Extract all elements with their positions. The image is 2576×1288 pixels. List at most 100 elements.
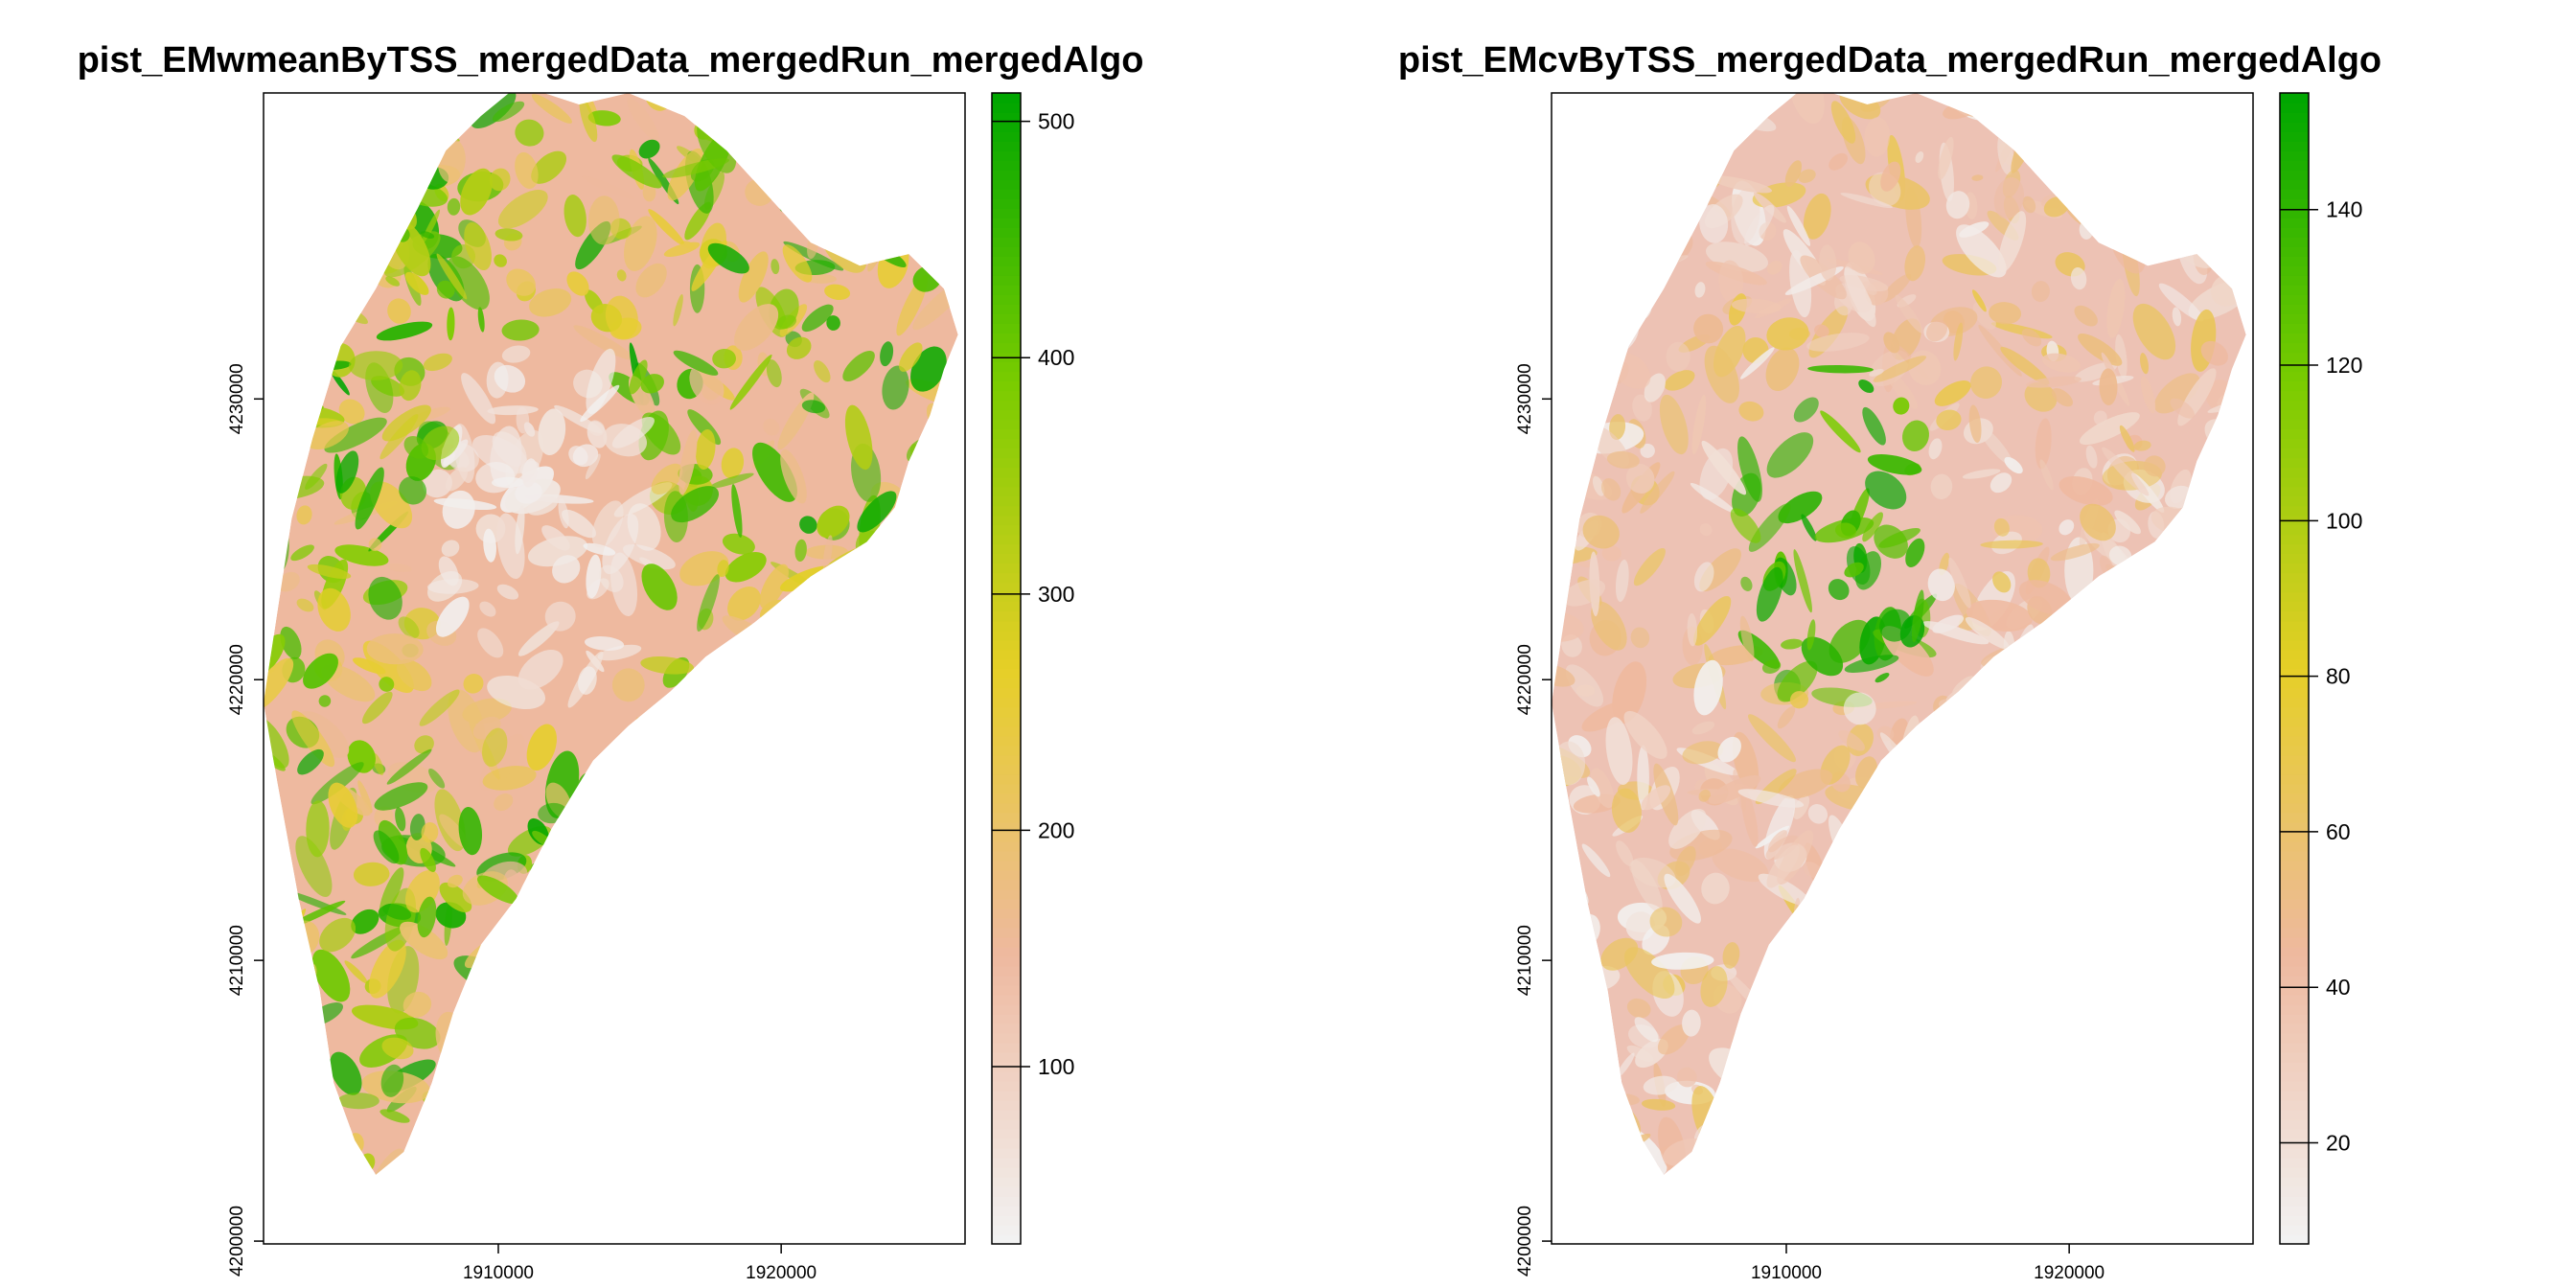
raster-cell: [1958, 1038, 1983, 1070]
raster-cell: [1945, 1032, 1976, 1067]
raster-cell: [757, 1163, 778, 1175]
raster-cell: [2103, 599, 2126, 623]
raster-cell: [344, 960, 368, 984]
raster-cell: [2021, 328, 2042, 347]
raster-cell: [942, 380, 956, 393]
raster-cell: [264, 460, 298, 504]
legend-color-step: [2280, 1032, 2309, 1044]
raster-cell: [2068, 93, 2098, 115]
raster-cell: [1678, 197, 1694, 214]
raster-cell: [670, 924, 718, 945]
raster-cell: [2007, 1044, 2036, 1071]
raster-cell: [1991, 934, 2061, 968]
legend-color-step: [2280, 1205, 2309, 1216]
raster-cell: [1878, 1150, 1918, 1175]
raster-cell: [867, 920, 893, 956]
raster-cell: [557, 900, 597, 921]
raster-cell: [562, 509, 596, 539]
raster-cell: [924, 822, 950, 848]
raster-cell: [310, 1122, 334, 1151]
legend-color-step: [992, 333, 1021, 344]
raster-cell: [315, 194, 356, 219]
legend-color-step: [992, 917, 1021, 929]
raster-cell: [1701, 440, 1747, 495]
legend-color-step: [992, 860, 1021, 871]
y-tick-label: 4210000: [1515, 925, 1535, 996]
raster-cell: [306, 421, 349, 450]
raster-cell: [295, 312, 355, 334]
raster-cell: [2168, 217, 2224, 238]
raster-cell: [414, 735, 434, 754]
raster-cell: [2070, 266, 2087, 290]
raster-cell: [2208, 693, 2224, 712]
raster-cell: [2222, 1207, 2271, 1242]
raster-cell: [2188, 986, 2228, 1032]
raster-cell: [1749, 1195, 1803, 1267]
raster-cell: [715, 1095, 758, 1128]
raster-cell: [1864, 117, 1891, 157]
legend-color-step: [2280, 1042, 2309, 1053]
raster-cell: [830, 851, 862, 875]
raster-cell: [580, 384, 620, 423]
raster-cell: [2211, 156, 2246, 186]
raster-cell: [582, 1139, 632, 1168]
raster-cell: [736, 1092, 757, 1107]
raster-cell: [2048, 1169, 2082, 1175]
raster-cell: [2052, 388, 2073, 407]
raster-cell: [1920, 1045, 1966, 1100]
raster-cell: [771, 1065, 805, 1089]
raster-cell: [1969, 1116, 1999, 1175]
raster-cell: [1854, 551, 1882, 590]
raster-cell: [1554, 367, 1573, 424]
legend-color-step: [992, 812, 1021, 823]
raster-cell: [1642, 100, 1704, 127]
raster-cell: [725, 970, 760, 1009]
raster-cell: [1714, 1159, 1735, 1175]
legend-color-step: [2280, 160, 2309, 171]
legend-color-step: [2280, 208, 2309, 218]
raster-cell: [1844, 562, 1864, 578]
raster-cell: [528, 1004, 559, 1035]
raster-cell: [548, 1197, 585, 1230]
raster-cell: [1605, 1198, 1649, 1228]
raster-cell: [941, 592, 956, 616]
raster-cell: [296, 505, 312, 525]
legend-color-step: [2280, 150, 2309, 161]
raster-cell: [1819, 244, 1837, 281]
raster-cell: [730, 893, 785, 919]
raster-cell: [295, 99, 331, 131]
raster-cell: [901, 706, 948, 748]
raster-cell: [729, 354, 772, 410]
raster-cell: [1967, 1044, 2006, 1080]
raster-cell: [895, 1072, 942, 1096]
raster-cell: [582, 175, 635, 199]
raster-cell: [461, 373, 496, 425]
raster-cell: [283, 159, 322, 186]
raster-cell: [910, 617, 919, 675]
legend-tick-label: 140: [2326, 197, 2362, 222]
raster-cell: [1641, 785, 1671, 811]
raster-cell: [294, 1092, 310, 1109]
raster-cell: [724, 551, 767, 583]
raster-cell: [2024, 381, 2058, 412]
raster-cell: [1766, 260, 1782, 275]
legend-color-step: [992, 754, 1021, 766]
raster-cell: [489, 168, 511, 192]
raster-cell: [583, 542, 616, 556]
raster-cell: [635, 717, 656, 770]
raster-cell: [1972, 838, 2004, 873]
raster-cell: [1922, 621, 1990, 645]
raster-cell: [1740, 576, 1753, 591]
raster-cell: [1606, 251, 1669, 280]
raster-cell: [861, 199, 889, 219]
raster-cell: [402, 991, 432, 1018]
legend-color-step: [2280, 361, 2309, 373]
raster-cell: [673, 293, 683, 327]
raster-cell: [2132, 972, 2155, 1011]
raster-cell: [722, 999, 749, 1047]
raster-cell: [2203, 900, 2221, 920]
raster-cell: [2071, 638, 2128, 668]
legend-color-step: [992, 208, 1021, 218]
raster-cell: [1766, 432, 1814, 478]
legend-color-step: [992, 495, 1021, 507]
